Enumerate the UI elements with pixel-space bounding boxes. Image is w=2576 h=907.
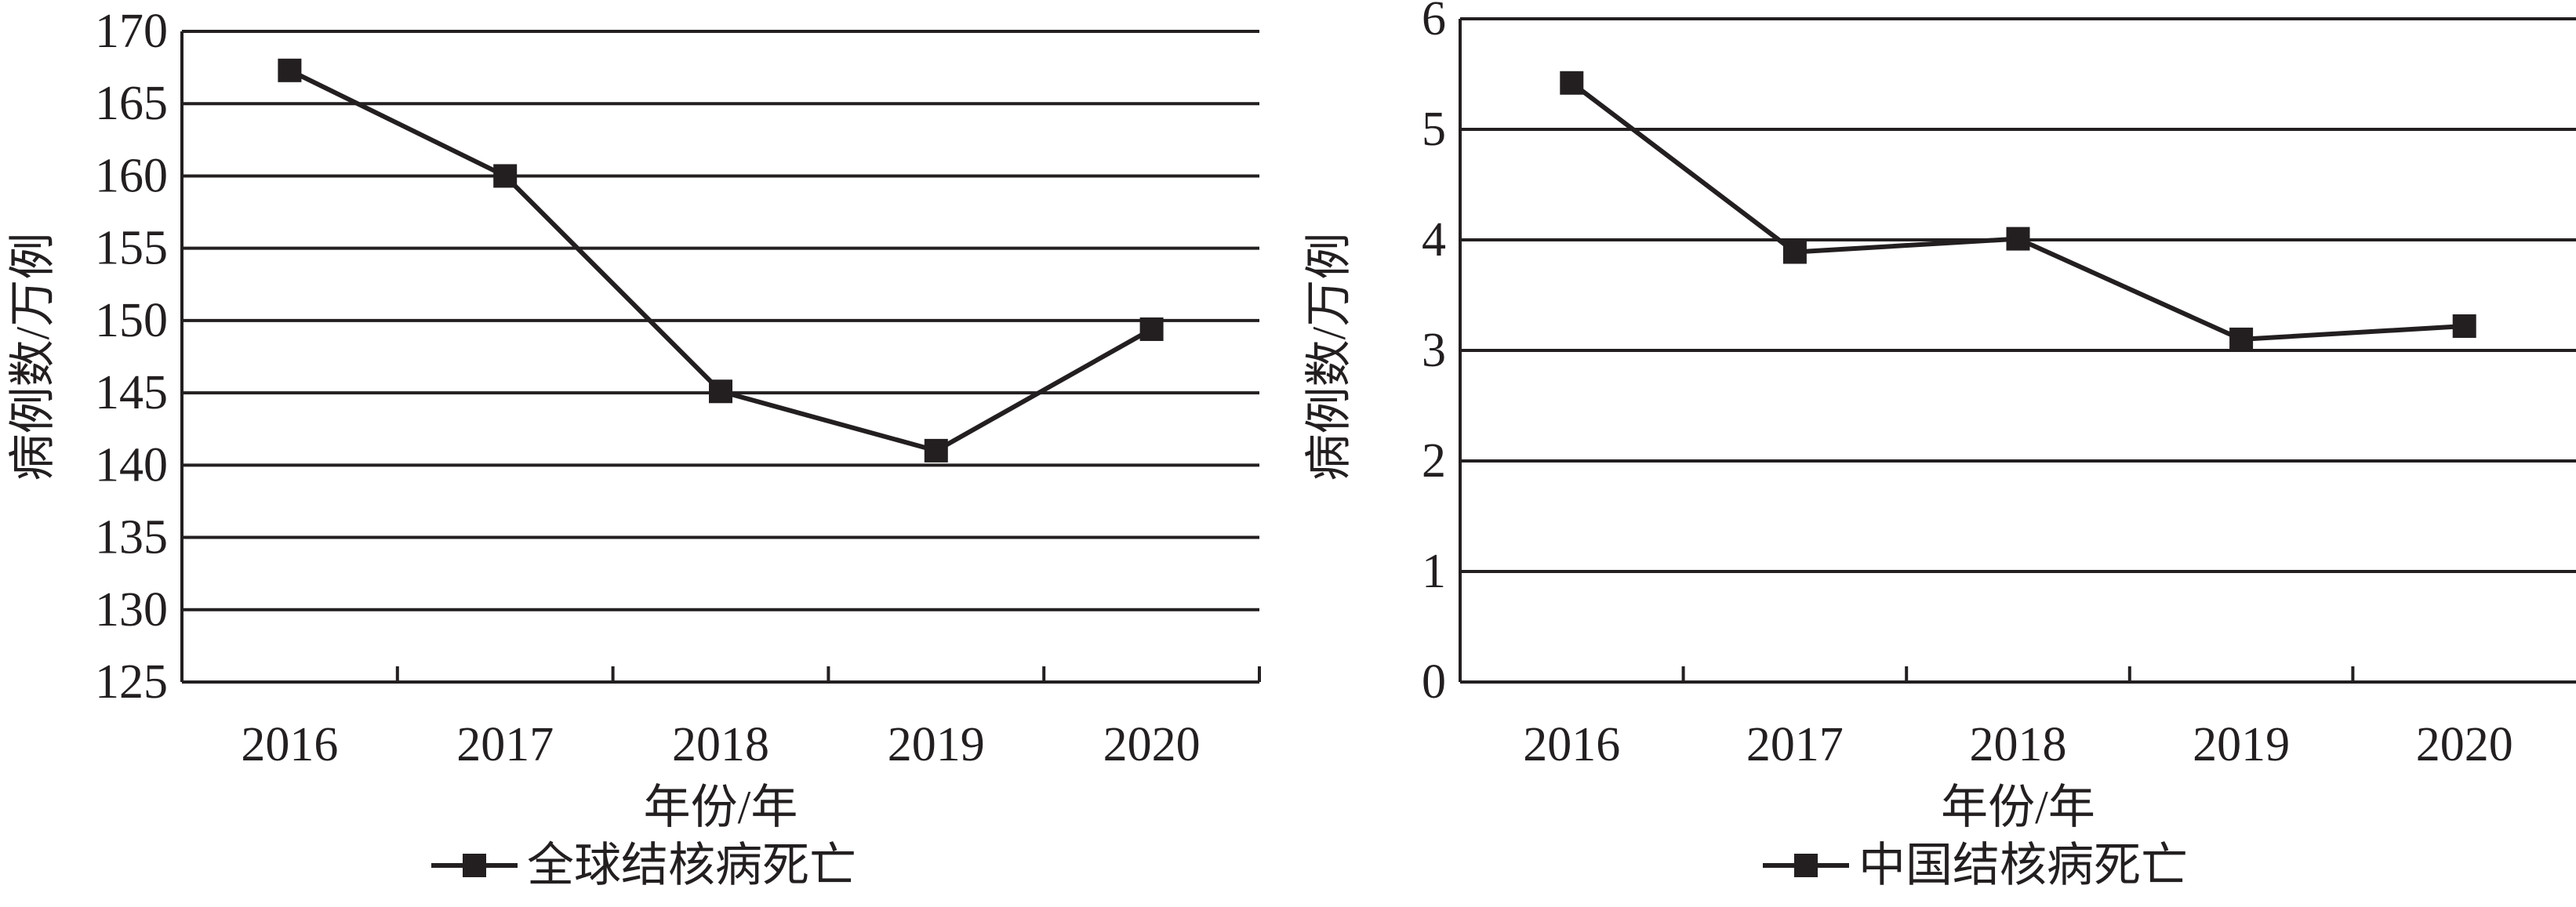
y-tick-label: 6 [1422,0,1446,45]
y-tick-label: 140 [95,438,168,492]
y-tick-label: 170 [95,5,168,58]
x-tick-label: 2019 [2193,718,2290,771]
x-axis-title: 年份/年 [1941,782,2095,833]
y-tick-label: 150 [95,294,168,347]
data-point-marker [2452,314,2476,338]
x-tick-label: 2016 [1523,718,1620,771]
chart-panel-global: 125 130 135 140 145 150 155 160 165 170 2016 2017 20… [7,5,1261,891]
data-point-marker [924,438,948,463]
data-point-marker [1139,317,1164,341]
y-tick-label: 4 [1422,213,1446,267]
legend-label: 中国结核病死亡 [1858,840,2188,891]
y-tick-label: 125 [95,655,168,709]
y-tick-label: 165 [95,77,168,130]
y-tick-label: 3 [1422,324,1446,377]
y-tick-label: 1 [1422,545,1446,598]
series-line [1570,81,2465,342]
y-axis-title: 病例数/万例 [7,233,59,481]
chart-panel-china: 0 1 2 3 4 5 6 2016 2017 2018 2019 2020 病例数/万例年份/年中国结… [1303,0,2576,891]
y-tick-label: 0 [1422,655,1446,709]
x-tick-label: 2019 [888,718,985,771]
data-point-marker [2006,227,2030,251]
y-axis-title: 病例数/万例 [1303,233,1355,481]
data-point-marker [709,379,732,404]
y-tick-label: 135 [95,511,168,564]
x-tick-label: 2018 [1970,718,2067,771]
y-tick-label: 5 [1422,103,1446,156]
legend-label: 全球结核病死亡 [527,840,856,891]
data-point-marker [278,58,302,82]
y-tick-label: 130 [95,583,168,637]
x-tick-label: 2018 [672,718,769,771]
x-tick-label: 2020 [2416,718,2513,771]
data-point-marker [2229,327,2254,351]
y-tick-label: 145 [95,366,168,419]
x-axis-title: 年份/年 [644,782,798,833]
data-point-marker [1782,240,1807,264]
data-point-marker [1560,71,1584,95]
x-tick-label: 2017 [456,718,554,771]
data-point-marker [493,164,518,188]
y-tick-label: 2 [1422,434,1446,488]
legend-marker [463,854,486,877]
x-tick-label: 2020 [1103,718,1201,771]
y-tick-label: 155 [95,222,168,275]
x-tick-label: 2017 [1746,718,1844,771]
y-tick-label: 160 [95,149,168,202]
legend-marker [1794,854,1818,877]
x-tick-label: 2016 [241,718,338,771]
